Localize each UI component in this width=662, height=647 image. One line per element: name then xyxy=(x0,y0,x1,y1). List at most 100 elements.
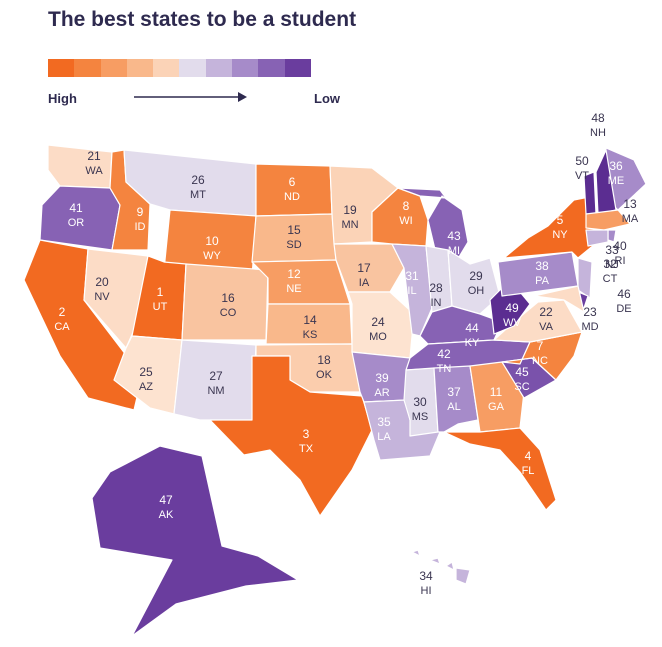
state-abbr-label: AR xyxy=(374,387,389,399)
state-ky xyxy=(419,305,503,345)
state-rank-label: 7 xyxy=(537,339,544,353)
state-abbr-label: KY xyxy=(465,337,480,349)
state-abbr-label: IL xyxy=(407,285,416,297)
state-nj xyxy=(577,257,593,299)
state-rank-label: 21 xyxy=(87,149,101,163)
state-rank-label: 37 xyxy=(447,385,461,399)
legend-swatch xyxy=(232,59,259,77)
state-ak xyxy=(91,445,299,637)
state-abbr-label: OR xyxy=(68,217,85,229)
state-tx xyxy=(209,355,373,517)
state-abbr-label: NH xyxy=(590,127,606,139)
state-rank-label: 17 xyxy=(357,261,371,275)
state-abbr-label: OK xyxy=(316,369,333,381)
state-rank-label: 19 xyxy=(343,203,357,217)
state-abbr-label: SD xyxy=(286,239,301,251)
state-ma xyxy=(585,209,631,231)
state-rank-label: 43 xyxy=(447,229,461,243)
legend-high-label: High xyxy=(48,91,77,106)
state-abbr-label: WV xyxy=(503,317,521,329)
state-rank-label: 11 xyxy=(490,385,503,399)
state-abbr-label: WI xyxy=(399,215,412,227)
state-rank-label: 45 xyxy=(515,365,529,379)
state-abbr-label: IN xyxy=(431,297,442,309)
state-rank-label: 50 xyxy=(575,154,589,168)
state-rank-label: 14 xyxy=(303,313,317,327)
legend-swatch xyxy=(205,59,233,77)
state-rank-label: 16 xyxy=(221,291,235,305)
state-abbr-label: RI xyxy=(615,255,626,267)
state-rank-label: 33 xyxy=(605,243,619,257)
state-abbr-label: SC xyxy=(514,381,529,393)
state-abbr-label: DE xyxy=(616,303,631,315)
state-abbr-label: NE xyxy=(286,283,301,295)
state-abbr-label: HI xyxy=(421,585,432,597)
state-rank-label: 10 xyxy=(205,234,219,248)
legend-swatch xyxy=(126,59,154,77)
state-rank-label: 35 xyxy=(377,415,391,429)
state-abbr-label: UT xyxy=(153,301,168,313)
state-rank-label: 23 xyxy=(583,305,597,319)
state-abbr-label: NC xyxy=(532,355,548,367)
state-abbr-label: LA xyxy=(377,431,391,443)
state-abbr-label: GA xyxy=(488,401,505,413)
state-rank-label: 27 xyxy=(209,369,223,383)
state-rank-label: 2 xyxy=(59,305,66,319)
state-abbr-label: KS xyxy=(303,329,318,341)
state-abbr-label: NY xyxy=(552,229,568,241)
state-abbr-label: CO xyxy=(220,307,237,319)
state-md xyxy=(533,285,585,313)
state-abbr-label: TX xyxy=(299,443,314,455)
state-rank-label: 26 xyxy=(191,173,205,187)
state-rank-label: 39 xyxy=(375,371,389,385)
state-hi xyxy=(411,549,471,585)
legend-swatch xyxy=(153,59,180,77)
state-abbr-label: NV xyxy=(94,291,110,303)
state-rank-label: 47 xyxy=(159,493,173,507)
state-abbr-label: VT xyxy=(575,170,589,182)
color-scale-legend xyxy=(48,59,311,77)
state-rank-label: 15 xyxy=(287,223,301,237)
state-abbr-label: ND xyxy=(284,191,300,203)
state-rank-label: 29 xyxy=(469,269,483,283)
state-rank-label: 6 xyxy=(289,175,296,189)
state-abbr-label: PA xyxy=(535,275,550,287)
state-rank-label: 12 xyxy=(287,267,301,281)
state-ct xyxy=(585,229,609,247)
map-title: The best states to be a student xyxy=(48,8,357,31)
state-rank-label: 5 xyxy=(557,213,564,227)
state-rank-label: 48 xyxy=(591,111,605,125)
state-abbr-label: NM xyxy=(207,385,224,397)
legend-swatch xyxy=(100,59,127,77)
state-ga xyxy=(469,361,525,433)
state-rank-label: 4 xyxy=(525,449,532,463)
state-abbr-label: AL xyxy=(447,401,460,413)
state-rank-label: 28 xyxy=(429,281,443,295)
state-abbr-label: IA xyxy=(359,277,370,289)
state-abbr-label: MT xyxy=(190,189,206,201)
arrow-right-icon xyxy=(134,92,247,102)
state-abbr-label: WA xyxy=(85,165,103,177)
state-sd xyxy=(251,213,337,263)
state-abbr-label: MO xyxy=(369,331,387,343)
state-abbr-label: MD xyxy=(581,321,598,333)
state-rank-label: 49 xyxy=(505,301,519,315)
state-abbr-label: ID xyxy=(135,221,146,233)
state-abbr-label: OH xyxy=(468,285,485,297)
state-abbr-label: AK xyxy=(159,509,174,521)
state-rank-label: 25 xyxy=(139,365,153,379)
state-abbr-label: VA xyxy=(539,321,554,333)
state-abbr-label: FL xyxy=(522,465,535,477)
state-rank-label: 34 xyxy=(419,569,433,583)
state-rank-label: 46 xyxy=(617,287,631,301)
state-rank-label: 41 xyxy=(69,201,83,215)
state-abbr-label: MS xyxy=(412,411,429,423)
state-rank-label: 20 xyxy=(95,275,109,289)
state-fl xyxy=(443,427,557,511)
state-rank-label: 31 xyxy=(405,269,419,283)
state-nd xyxy=(255,163,333,217)
legend-swatch xyxy=(74,59,101,77)
state-abbr-label: WY xyxy=(203,250,221,262)
state-rank-label: 30 xyxy=(413,395,427,409)
